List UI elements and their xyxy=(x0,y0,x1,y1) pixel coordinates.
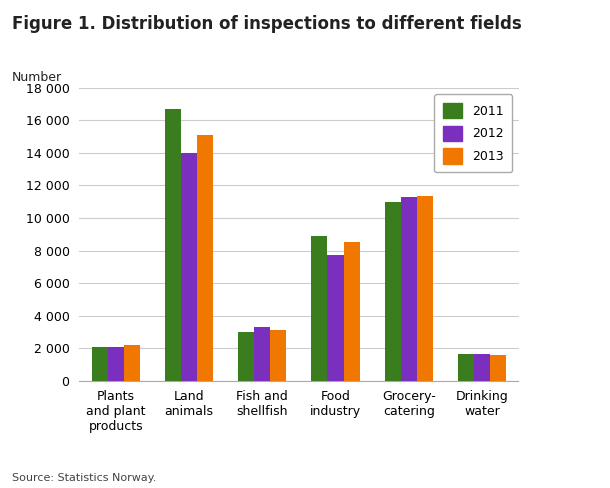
Text: Number: Number xyxy=(12,71,62,84)
Bar xyxy=(343,243,360,381)
Bar xyxy=(328,255,343,381)
Bar xyxy=(124,345,140,381)
Bar xyxy=(311,236,328,381)
Bar xyxy=(92,347,108,381)
Bar xyxy=(238,332,254,381)
Bar xyxy=(490,355,506,381)
Text: Figure 1. Distribution of inspections to different fields: Figure 1. Distribution of inspections to… xyxy=(12,15,522,33)
Bar xyxy=(474,354,490,381)
Bar xyxy=(417,196,433,381)
Bar xyxy=(197,135,213,381)
Bar xyxy=(458,354,474,381)
Bar xyxy=(254,327,270,381)
Bar xyxy=(270,330,287,381)
Bar xyxy=(181,153,197,381)
Legend: 2011, 2012, 2013: 2011, 2012, 2013 xyxy=(434,94,512,172)
Bar xyxy=(108,347,124,381)
Bar xyxy=(384,202,401,381)
Bar xyxy=(165,109,181,381)
Bar xyxy=(401,197,417,381)
Text: Source: Statistics Norway.: Source: Statistics Norway. xyxy=(12,473,157,483)
